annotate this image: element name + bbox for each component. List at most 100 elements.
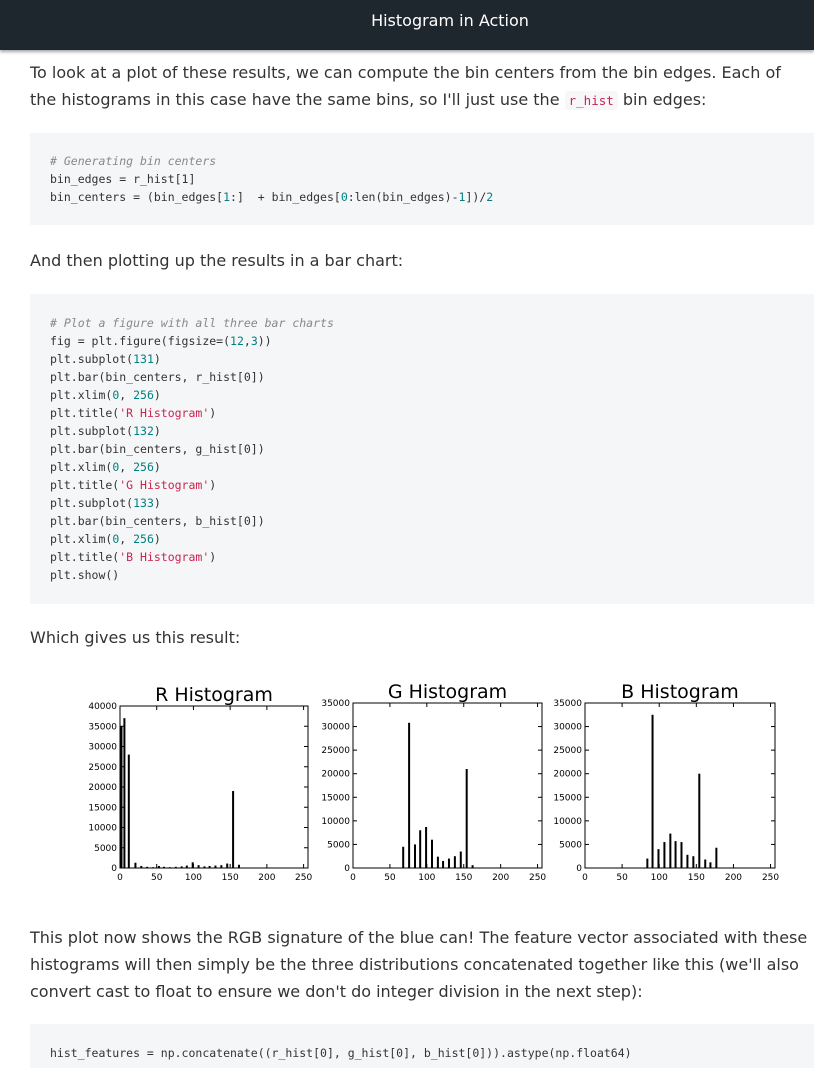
histogram-bar xyxy=(651,714,654,868)
histogram-bar xyxy=(197,865,200,868)
y-tick-label: 0 xyxy=(344,864,350,874)
histogram-bar xyxy=(646,858,649,868)
histogram-bar xyxy=(442,860,445,868)
code-line: plt.title('R Histogram') xyxy=(50,406,217,420)
y-tick-label: 35000 xyxy=(88,722,117,732)
histogram-bar xyxy=(123,718,126,868)
histogram-bar xyxy=(402,846,405,868)
histogram-charts: R Histogram05000100001500020000250003000… xyxy=(88,681,779,883)
x-tick-label: 150 xyxy=(222,873,239,883)
histogram-panel-b: B Histogram 0 5000 10000 15000 20000 25000 3000… xyxy=(553,681,779,883)
x-tick-label: 200 xyxy=(725,873,742,883)
histogram-bar xyxy=(134,862,137,868)
code-line: plt.bar(bin_centers, r_hist[0]) xyxy=(50,370,265,384)
x-tick-label: 200 xyxy=(492,873,509,883)
histogram-bar xyxy=(220,865,223,868)
y-tick-label: 5000 xyxy=(327,840,350,850)
histogram-bar xyxy=(419,830,422,868)
histogram-bar xyxy=(414,844,417,868)
code-comment: # Plot a figure with all three bar chart… xyxy=(50,316,334,330)
y-tick-label: 25000 xyxy=(553,746,582,756)
histogram-bar xyxy=(408,722,411,868)
histogram-bar xyxy=(174,866,177,868)
histogram-bar xyxy=(163,866,166,868)
code-block-features: hist_features = np.concatenate((r_hist[0… xyxy=(30,1024,814,1068)
histogram-bar xyxy=(237,864,240,868)
code-line: plt.title('G Histogram') xyxy=(50,478,217,492)
code-block-plot: # Plot a figure with all three bar chart… xyxy=(30,294,814,604)
intro-paragraph: To look at a plot of these results, we c… xyxy=(30,59,810,114)
histogram-bar xyxy=(127,754,130,868)
histogram-bar xyxy=(208,865,211,868)
y-tick-label: 25000 xyxy=(321,746,350,756)
y-tick-label: 5000 xyxy=(94,844,117,854)
histogram-bar xyxy=(191,862,194,868)
histogram-bar xyxy=(226,863,229,868)
y-tick-label: 10000 xyxy=(88,824,117,834)
y-tick-label: 30000 xyxy=(553,723,582,733)
histogram-bar xyxy=(430,839,433,868)
y-tick-label: 10000 xyxy=(553,817,582,827)
histogram-bar xyxy=(232,791,235,868)
histogram-bar xyxy=(465,769,468,868)
histogram-bar xyxy=(657,849,660,868)
code-line: plt.title('B Histogram') xyxy=(50,550,217,564)
histogram-panel-r: R Histogram 0 5000 10000 15000 20000 25000 3000… xyxy=(88,684,312,883)
y-tick-label: 15000 xyxy=(553,793,582,803)
chart-title: B Histogram xyxy=(621,681,739,703)
code-line: plt.xlim(0, 256) xyxy=(50,388,161,402)
code-line: fig = plt.figure(figsize=(12,3)) xyxy=(50,334,272,348)
histogram-bar xyxy=(180,866,183,868)
histogram-bar xyxy=(680,842,683,868)
code-comment: # Generating bin centers xyxy=(50,154,217,168)
histogram-bar xyxy=(692,856,695,868)
histogram-bar xyxy=(436,856,439,868)
histogram-bar xyxy=(447,858,450,868)
code-line: hist_features = np.concatenate((r_hist[0… xyxy=(50,1046,632,1060)
plot-frame xyxy=(584,702,776,869)
x-tick-label: 50 xyxy=(151,873,163,883)
x-tick-label: 200 xyxy=(258,873,275,883)
y-tick-label: 10000 xyxy=(321,817,350,827)
x-tick-label: 250 xyxy=(295,873,312,883)
y-tick-label: 35000 xyxy=(553,699,582,709)
histogram-bar xyxy=(425,826,428,868)
code-line: bin_centers = (bin_edges[1:] + bin_edges… xyxy=(50,190,494,204)
plotting-paragraph: And then plotting up the results in a ba… xyxy=(30,251,404,270)
code-line: plt.show() xyxy=(50,568,120,582)
x-tick-label: 250 xyxy=(762,873,779,883)
intro-text-end: bin edges: xyxy=(617,90,707,109)
page-title: Histogram in Action xyxy=(371,11,529,30)
plot-frame xyxy=(352,702,543,869)
code-line: plt.xlim(0, 256) xyxy=(50,460,161,474)
x-tick-label: 250 xyxy=(529,873,546,883)
x-tick-label: 50 xyxy=(384,873,396,883)
y-tick-label: 30000 xyxy=(88,743,117,753)
result-paragraph: Which gives us this result: xyxy=(30,628,241,647)
histogram-figure: R Histogram 0 5000 10000 15000 20000 25000 3000… xyxy=(80,676,790,886)
histogram-bar xyxy=(214,865,217,868)
histogram-bar xyxy=(120,726,123,868)
histogram-bar xyxy=(203,866,206,868)
y-tick-label: 20000 xyxy=(553,770,582,780)
y-tick-label: 15000 xyxy=(321,793,350,803)
intro-text: To look at a plot of these results, we c… xyxy=(30,63,781,109)
chart-title: R Histogram xyxy=(155,684,273,706)
x-tick-label: 0 xyxy=(350,873,356,883)
x-tick-label: 100 xyxy=(185,873,202,883)
code-line: plt.subplot(133) xyxy=(50,496,161,510)
histogram-bar xyxy=(704,859,707,868)
x-tick-label: 100 xyxy=(651,873,668,883)
histogram-bar xyxy=(157,865,160,868)
inline-code-r-hist: r_hist xyxy=(564,91,618,110)
y-tick-label: 15000 xyxy=(88,803,117,813)
x-tick-label: 100 xyxy=(418,873,435,883)
histogram-bar xyxy=(715,847,718,868)
histogram-bar xyxy=(698,773,701,868)
signature-paragraph: This plot now shows the RGB signature of… xyxy=(30,928,808,1001)
histogram-panel-g: G Histogram 0 5000 10000 15000 20000 25000 3000… xyxy=(321,681,546,883)
x-tick-label: 0 xyxy=(117,873,123,883)
x-tick-label: 150 xyxy=(688,873,705,883)
histogram-bar xyxy=(146,866,149,868)
histogram-bar xyxy=(471,865,474,868)
